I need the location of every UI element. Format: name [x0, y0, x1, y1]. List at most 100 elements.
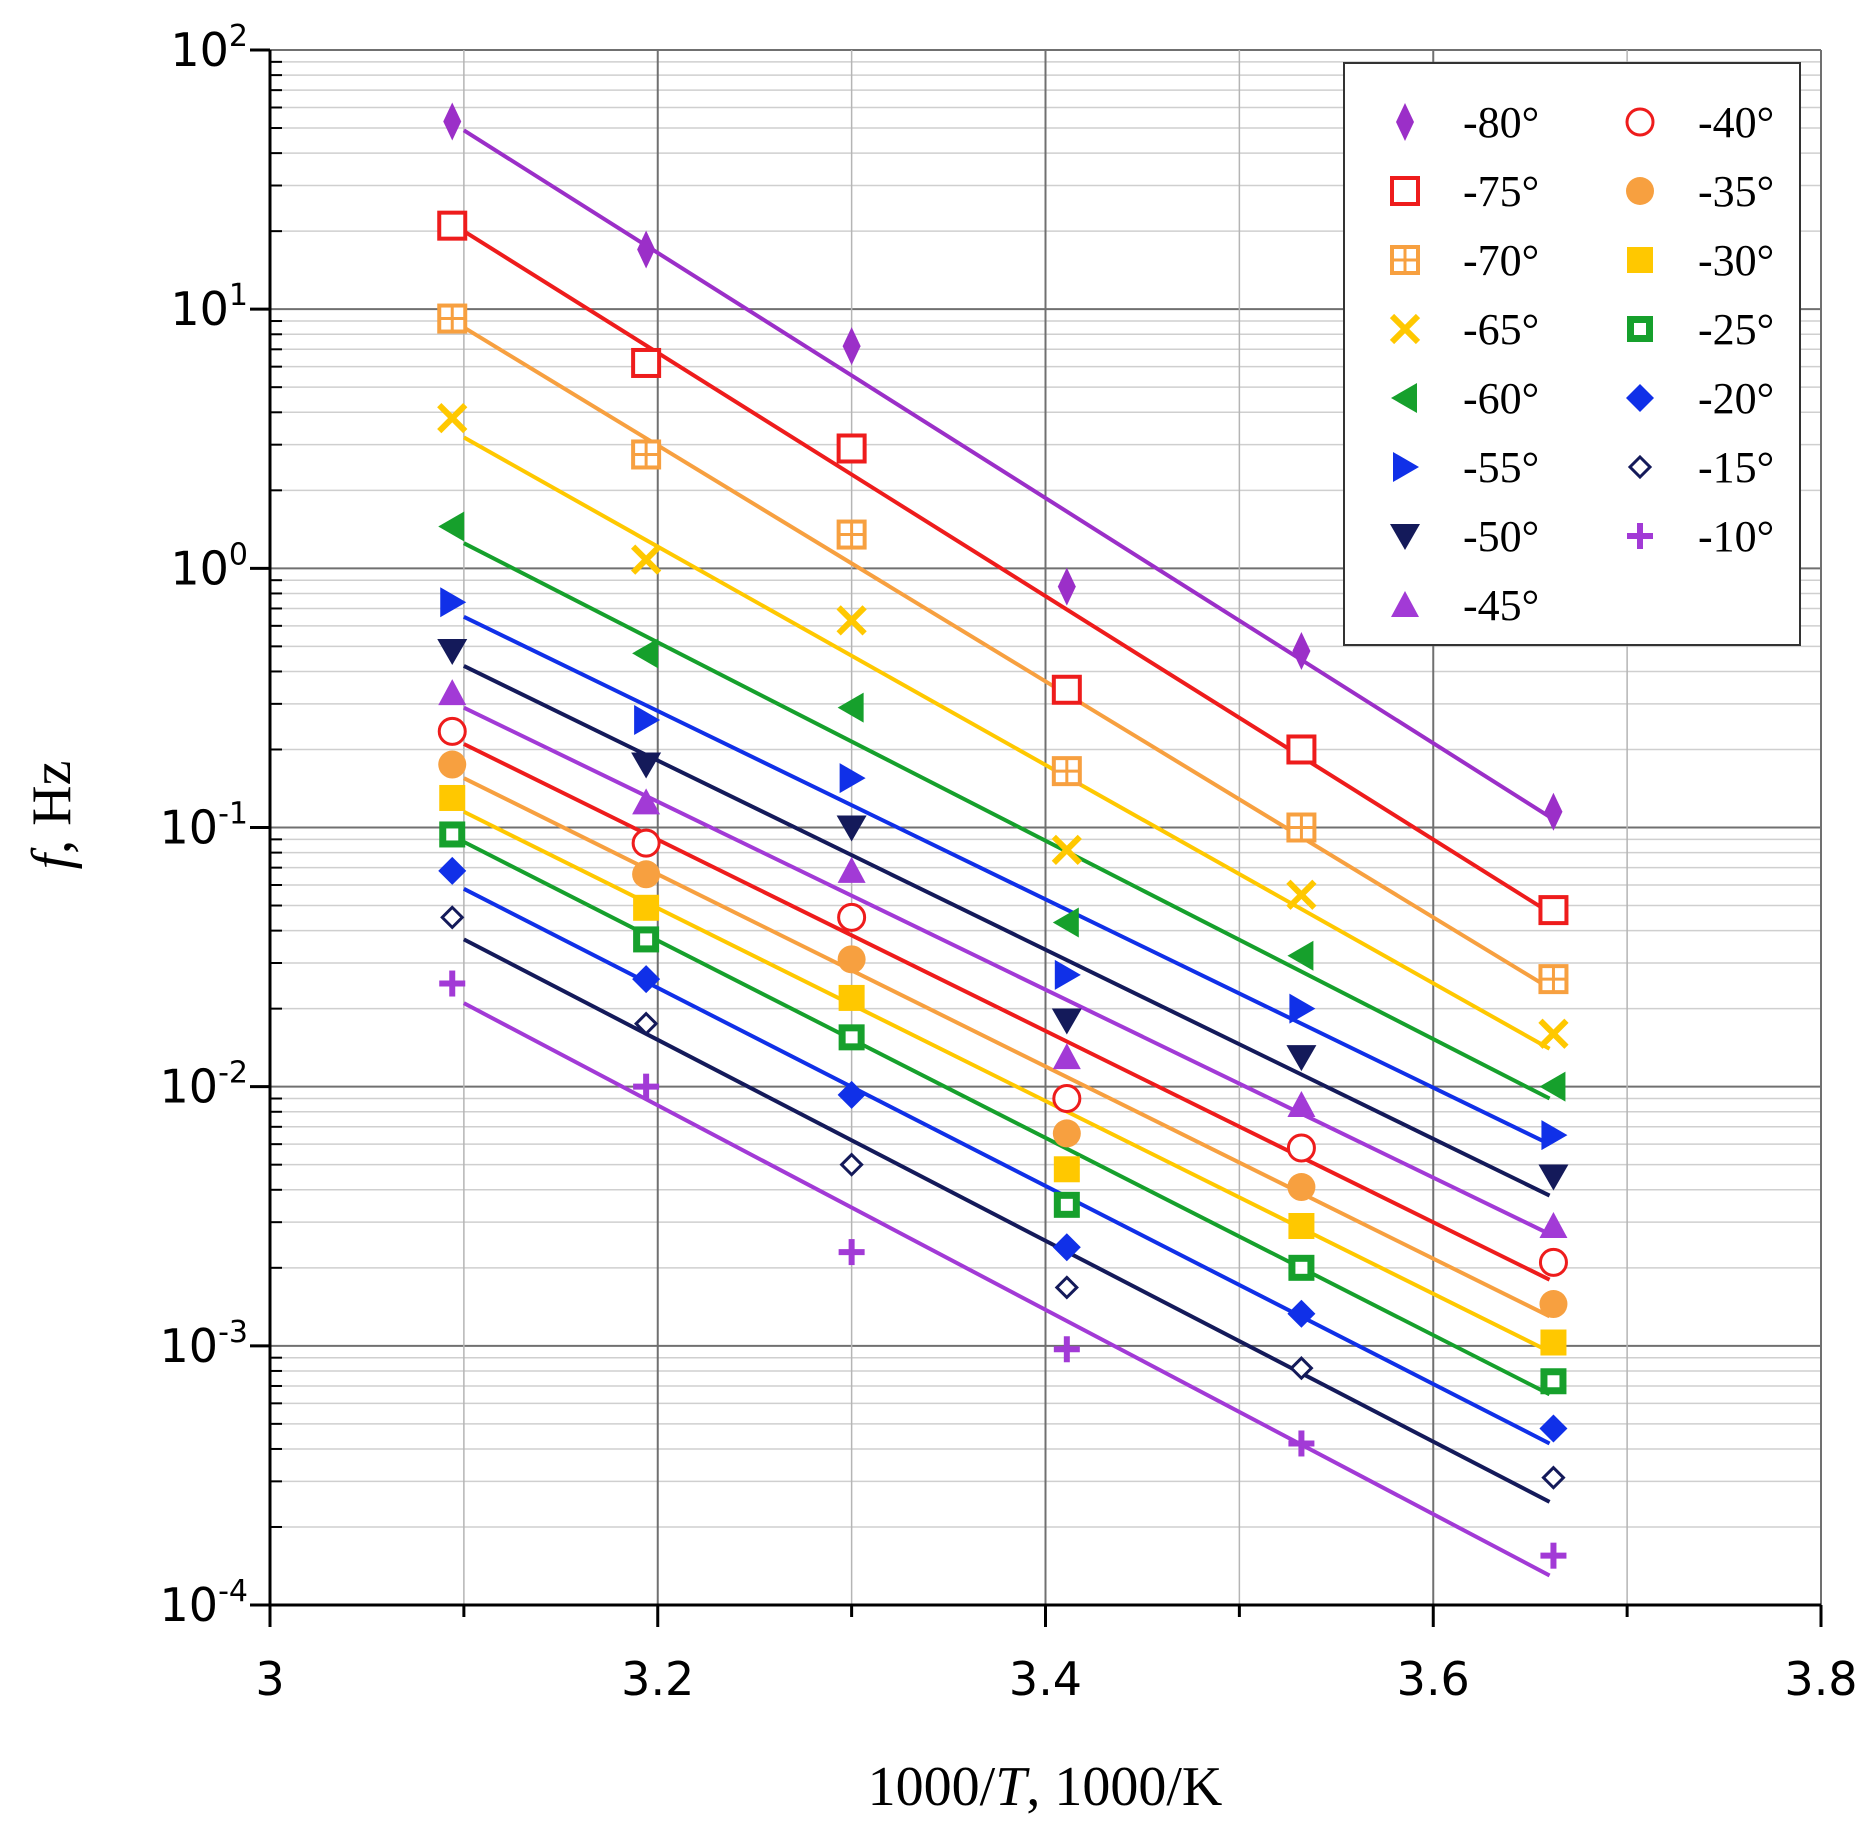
- legend-item-9: -35°: [1626, 167, 1774, 216]
- data-point-series-4: [438, 511, 465, 542]
- marker-shape: [1547, 1375, 1560, 1388]
- marker-shape: [1539, 1414, 1568, 1443]
- data-point-series-14: [1053, 1336, 1080, 1363]
- data-point-series-2: [836, 519, 867, 550]
- data-point-series-9: [837, 945, 866, 974]
- data-point-series-12: [438, 856, 467, 885]
- x-tick-label: 3.8: [1784, 1652, 1857, 1706]
- marker-shape: [838, 984, 865, 1011]
- legend-marker: [1389, 313, 1421, 345]
- legend-marker: [1627, 454, 1653, 480]
- legend-label: -15°: [1698, 443, 1774, 492]
- data-point-series-4: [837, 692, 864, 723]
- marker-shape: [634, 704, 661, 735]
- data-point-series-1: [631, 347, 662, 378]
- marker-shape: [1541, 1120, 1568, 1151]
- marker-shape: [1626, 177, 1654, 205]
- legend-item-0: -80°: [1396, 98, 1539, 147]
- marker-shape: [1288, 1212, 1315, 1239]
- fit-line-series-10: [462, 809, 1551, 1354]
- marker-shape: [1286, 879, 1317, 910]
- legend-marker: [1391, 383, 1417, 413]
- marker-shape: [836, 605, 867, 636]
- fit-line-series-13: [462, 937, 1551, 1504]
- data-point-series-14: [439, 970, 466, 997]
- data-point-series-14: [633, 1073, 660, 1100]
- data-point-series-12: [1539, 1414, 1568, 1443]
- legend-item-11: -25°: [1627, 305, 1774, 354]
- marker-shape: [438, 856, 467, 885]
- data-point-series-11: [439, 821, 466, 848]
- data-point-series-13: [1054, 1275, 1079, 1300]
- y-tick-exponent: 1: [229, 278, 248, 313]
- y-tick-base: 10: [160, 1060, 219, 1114]
- data-point-series-8: [1538, 1247, 1568, 1277]
- marker-shape: [443, 102, 462, 141]
- marker-shape: [440, 905, 465, 930]
- data-point-series-7: [1052, 1043, 1081, 1070]
- marker-shape: [839, 1152, 864, 1177]
- data-point-series-0: [1292, 631, 1311, 670]
- marker-shape: [1541, 1465, 1566, 1490]
- fit-line-series-14: [462, 1001, 1551, 1578]
- data-point-series-9: [632, 860, 661, 889]
- marker-shape: [1051, 834, 1082, 865]
- marker-shape: [1052, 1233, 1081, 1262]
- marker-shape: [446, 828, 459, 841]
- data-point-series-3: [630, 544, 662, 575]
- data-point-series-1: [1051, 674, 1082, 705]
- marker-shape: [1287, 940, 1314, 971]
- marker-shape: [1538, 895, 1569, 926]
- data-point-series-5: [1541, 1120, 1568, 1151]
- marker-shape: [1539, 1211, 1568, 1238]
- legend-marker: [1625, 107, 1655, 137]
- legend-label: -55°: [1463, 443, 1539, 492]
- y-tick-base: 10: [170, 541, 229, 595]
- marker-shape: [437, 402, 468, 434]
- y-tick-base: 10: [160, 801, 219, 855]
- legend-label: -10°: [1698, 512, 1774, 561]
- y-tick-base: 10: [160, 1319, 219, 1373]
- legend: -80° -75° -70° -65° -60° -55° -50° -45° -40° -35°…: [1343, 62, 1801, 646]
- y-axis-title: f, Hz: [21, 761, 83, 870]
- marker-shape: [631, 752, 662, 779]
- data-point-series-11: [1288, 1254, 1315, 1281]
- data-point-series-10: [1540, 1329, 1567, 1356]
- legend-label: -60°: [1463, 374, 1539, 423]
- legend-item-3: -65°: [1389, 305, 1539, 354]
- legend-item-13: -15°: [1627, 443, 1774, 492]
- fit-line-series-8: [462, 742, 1551, 1282]
- y-tick-label: 100: [170, 537, 248, 595]
- legend-marker: [1627, 247, 1653, 273]
- x-tick-label: 3.2: [621, 1652, 694, 1706]
- data-point-series-0: [1057, 567, 1076, 606]
- marker-shape: [1052, 1119, 1081, 1148]
- data-point-series-8: [437, 716, 467, 746]
- data-point-series-11: [1053, 1191, 1080, 1218]
- x-tick-label: 3.4: [1009, 1652, 1082, 1706]
- data-point-series-11: [633, 926, 660, 953]
- legend-label: -25°: [1698, 305, 1774, 354]
- legend-item-12: -20°: [1626, 374, 1774, 423]
- legend-marker: [1390, 176, 1420, 206]
- data-point-series-3: [1051, 834, 1082, 865]
- marker-shape: [1054, 959, 1081, 990]
- marker-shape: [1287, 1173, 1316, 1202]
- marker-shape: [1286, 1045, 1317, 1072]
- marker-shape: [1396, 103, 1414, 141]
- data-point-series-14: [838, 1239, 865, 1266]
- marker-shape: [836, 433, 867, 464]
- y-tick-label: 10-2: [160, 1056, 248, 1114]
- fit-line-series-4: [462, 541, 1551, 1101]
- data-point-series-11: [1540, 1368, 1567, 1395]
- legend-item-10: -30°: [1627, 236, 1774, 285]
- marker-shape: [1538, 1164, 1569, 1191]
- fit-line-series-5: [463, 615, 1551, 1146]
- data-point-series-8: [631, 828, 661, 858]
- marker-shape: [837, 856, 866, 883]
- y-tick-label: 102: [170, 19, 248, 77]
- data-point-series-6: [437, 638, 468, 665]
- legend-item-2: -70°: [1390, 236, 1539, 285]
- marker-shape: [631, 347, 662, 378]
- data-point-series-5: [839, 763, 866, 794]
